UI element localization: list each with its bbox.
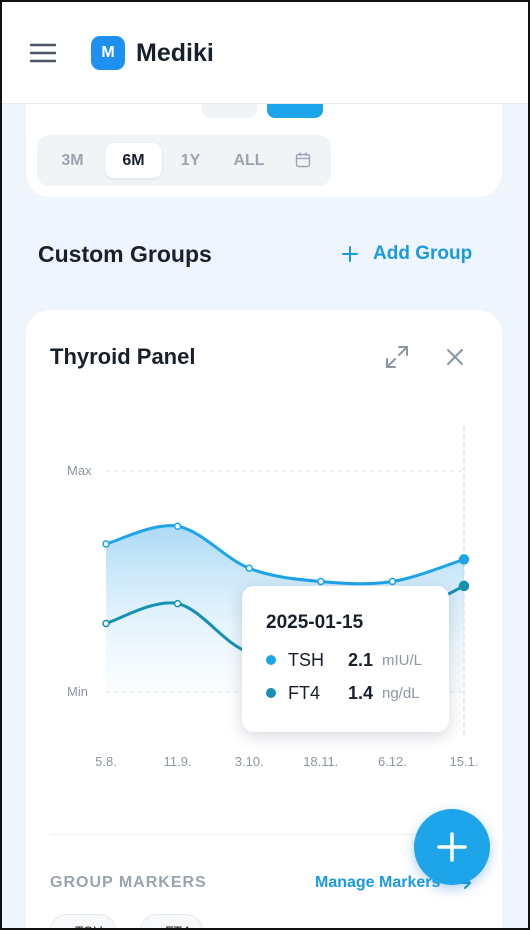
fab-plus-icon (437, 832, 467, 862)
data-point (173, 522, 182, 530)
range-option[interactable]: 1Y (180, 152, 201, 169)
y-tick-label: Max (67, 463, 92, 478)
divider (50, 834, 478, 835)
x-tick-label: 5.8. (95, 754, 117, 769)
plus-icon[interactable] (341, 245, 359, 263)
section-title: Custom Groups (38, 241, 212, 267)
series-line (105, 524, 465, 586)
data-point (458, 580, 470, 592)
data-point (102, 619, 110, 628)
group-title: Thyroid Panel (50, 344, 196, 369)
expand-icon[interactable] (385, 345, 409, 369)
add-group-button[interactable]: Add Group (373, 243, 473, 264)
data-point (317, 577, 325, 586)
data-point (245, 564, 253, 572)
data-point (102, 540, 110, 548)
app-name: Mediki (136, 39, 214, 67)
tooltip-series: FT4 (288, 683, 321, 703)
x-tick-label: 3.10. (235, 754, 264, 769)
data-point (388, 577, 397, 586)
tooltip-unit: ng/dL (382, 685, 420, 702)
tooltip-value: 1.4 (348, 683, 374, 703)
tooltip-unit: mIU/L (382, 652, 423, 669)
data-point (173, 599, 182, 608)
tooltip-value: 2.1 (348, 650, 374, 670)
legend-dot (266, 688, 276, 698)
y-tick-label: Min (67, 684, 88, 699)
fab-add[interactable] (414, 809, 490, 885)
chart-tooltip: 2025-01-15 TSH 2.1 mIU/L FT4 1.4 ng/dL (242, 586, 449, 732)
x-tick-label: 11.9. (164, 754, 192, 769)
logo[interactable]: M (91, 36, 125, 70)
manage-markers-link[interactable]: Manage Markers (315, 874, 441, 891)
close-icon[interactable] (446, 348, 464, 366)
x-tick-label: 18.11. (303, 754, 338, 769)
x-tick-label: 15.1. (450, 754, 479, 769)
data-point (458, 554, 470, 565)
menu-icon[interactable] (29, 42, 57, 64)
calendar-icon[interactable] (295, 152, 311, 168)
app-header: M Mediki (2, 2, 528, 104)
markers-title: GROUP MARKERS (50, 874, 207, 891)
range-option[interactable]: 3M (61, 152, 84, 169)
tooltip-date: 2025-01-15 (266, 612, 364, 633)
range-option[interactable]: 6M (105, 143, 162, 178)
tooltip-series: TSH (288, 650, 324, 670)
legend-dot (266, 655, 276, 665)
range-selector: 3M 6M 1Y ALL (37, 135, 331, 186)
range-option[interactable]: ALL (233, 152, 265, 169)
x-tick-label: 6.12. (378, 754, 407, 769)
